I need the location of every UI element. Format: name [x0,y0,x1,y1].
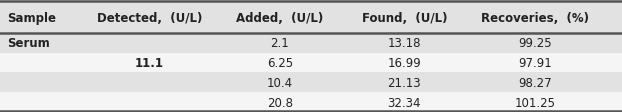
Bar [0,2,622,34]
Text: 99.25: 99.25 [518,37,552,50]
Text: 32.34: 32.34 [388,96,421,109]
Text: 97.91: 97.91 [518,57,552,69]
Bar [0,92,622,112]
Text: 16.99: 16.99 [388,57,421,69]
Text: 13.18: 13.18 [388,37,421,50]
Text: 21.13: 21.13 [388,76,421,89]
Text: 101.25: 101.25 [514,96,555,109]
Text: 6.25: 6.25 [267,57,293,69]
Bar [0,53,622,73]
Text: Detected,  (U/L): Detected, (U/L) [96,11,202,24]
Bar [0,34,622,53]
Text: Recoveries,  (%): Recoveries, (%) [481,11,589,24]
Text: 10.4: 10.4 [267,76,293,89]
Text: 20.8: 20.8 [267,96,293,109]
Bar [0,73,622,92]
Text: Serum: Serum [7,37,50,50]
Text: Added,  (U/L): Added, (U/L) [236,11,323,24]
Text: 11.1: 11.1 [135,57,164,69]
Text: 98.27: 98.27 [518,76,552,89]
Text: 2.1: 2.1 [271,37,289,50]
Text: Found,  (U/L): Found, (U/L) [361,11,447,24]
Text: Sample: Sample [7,11,57,24]
